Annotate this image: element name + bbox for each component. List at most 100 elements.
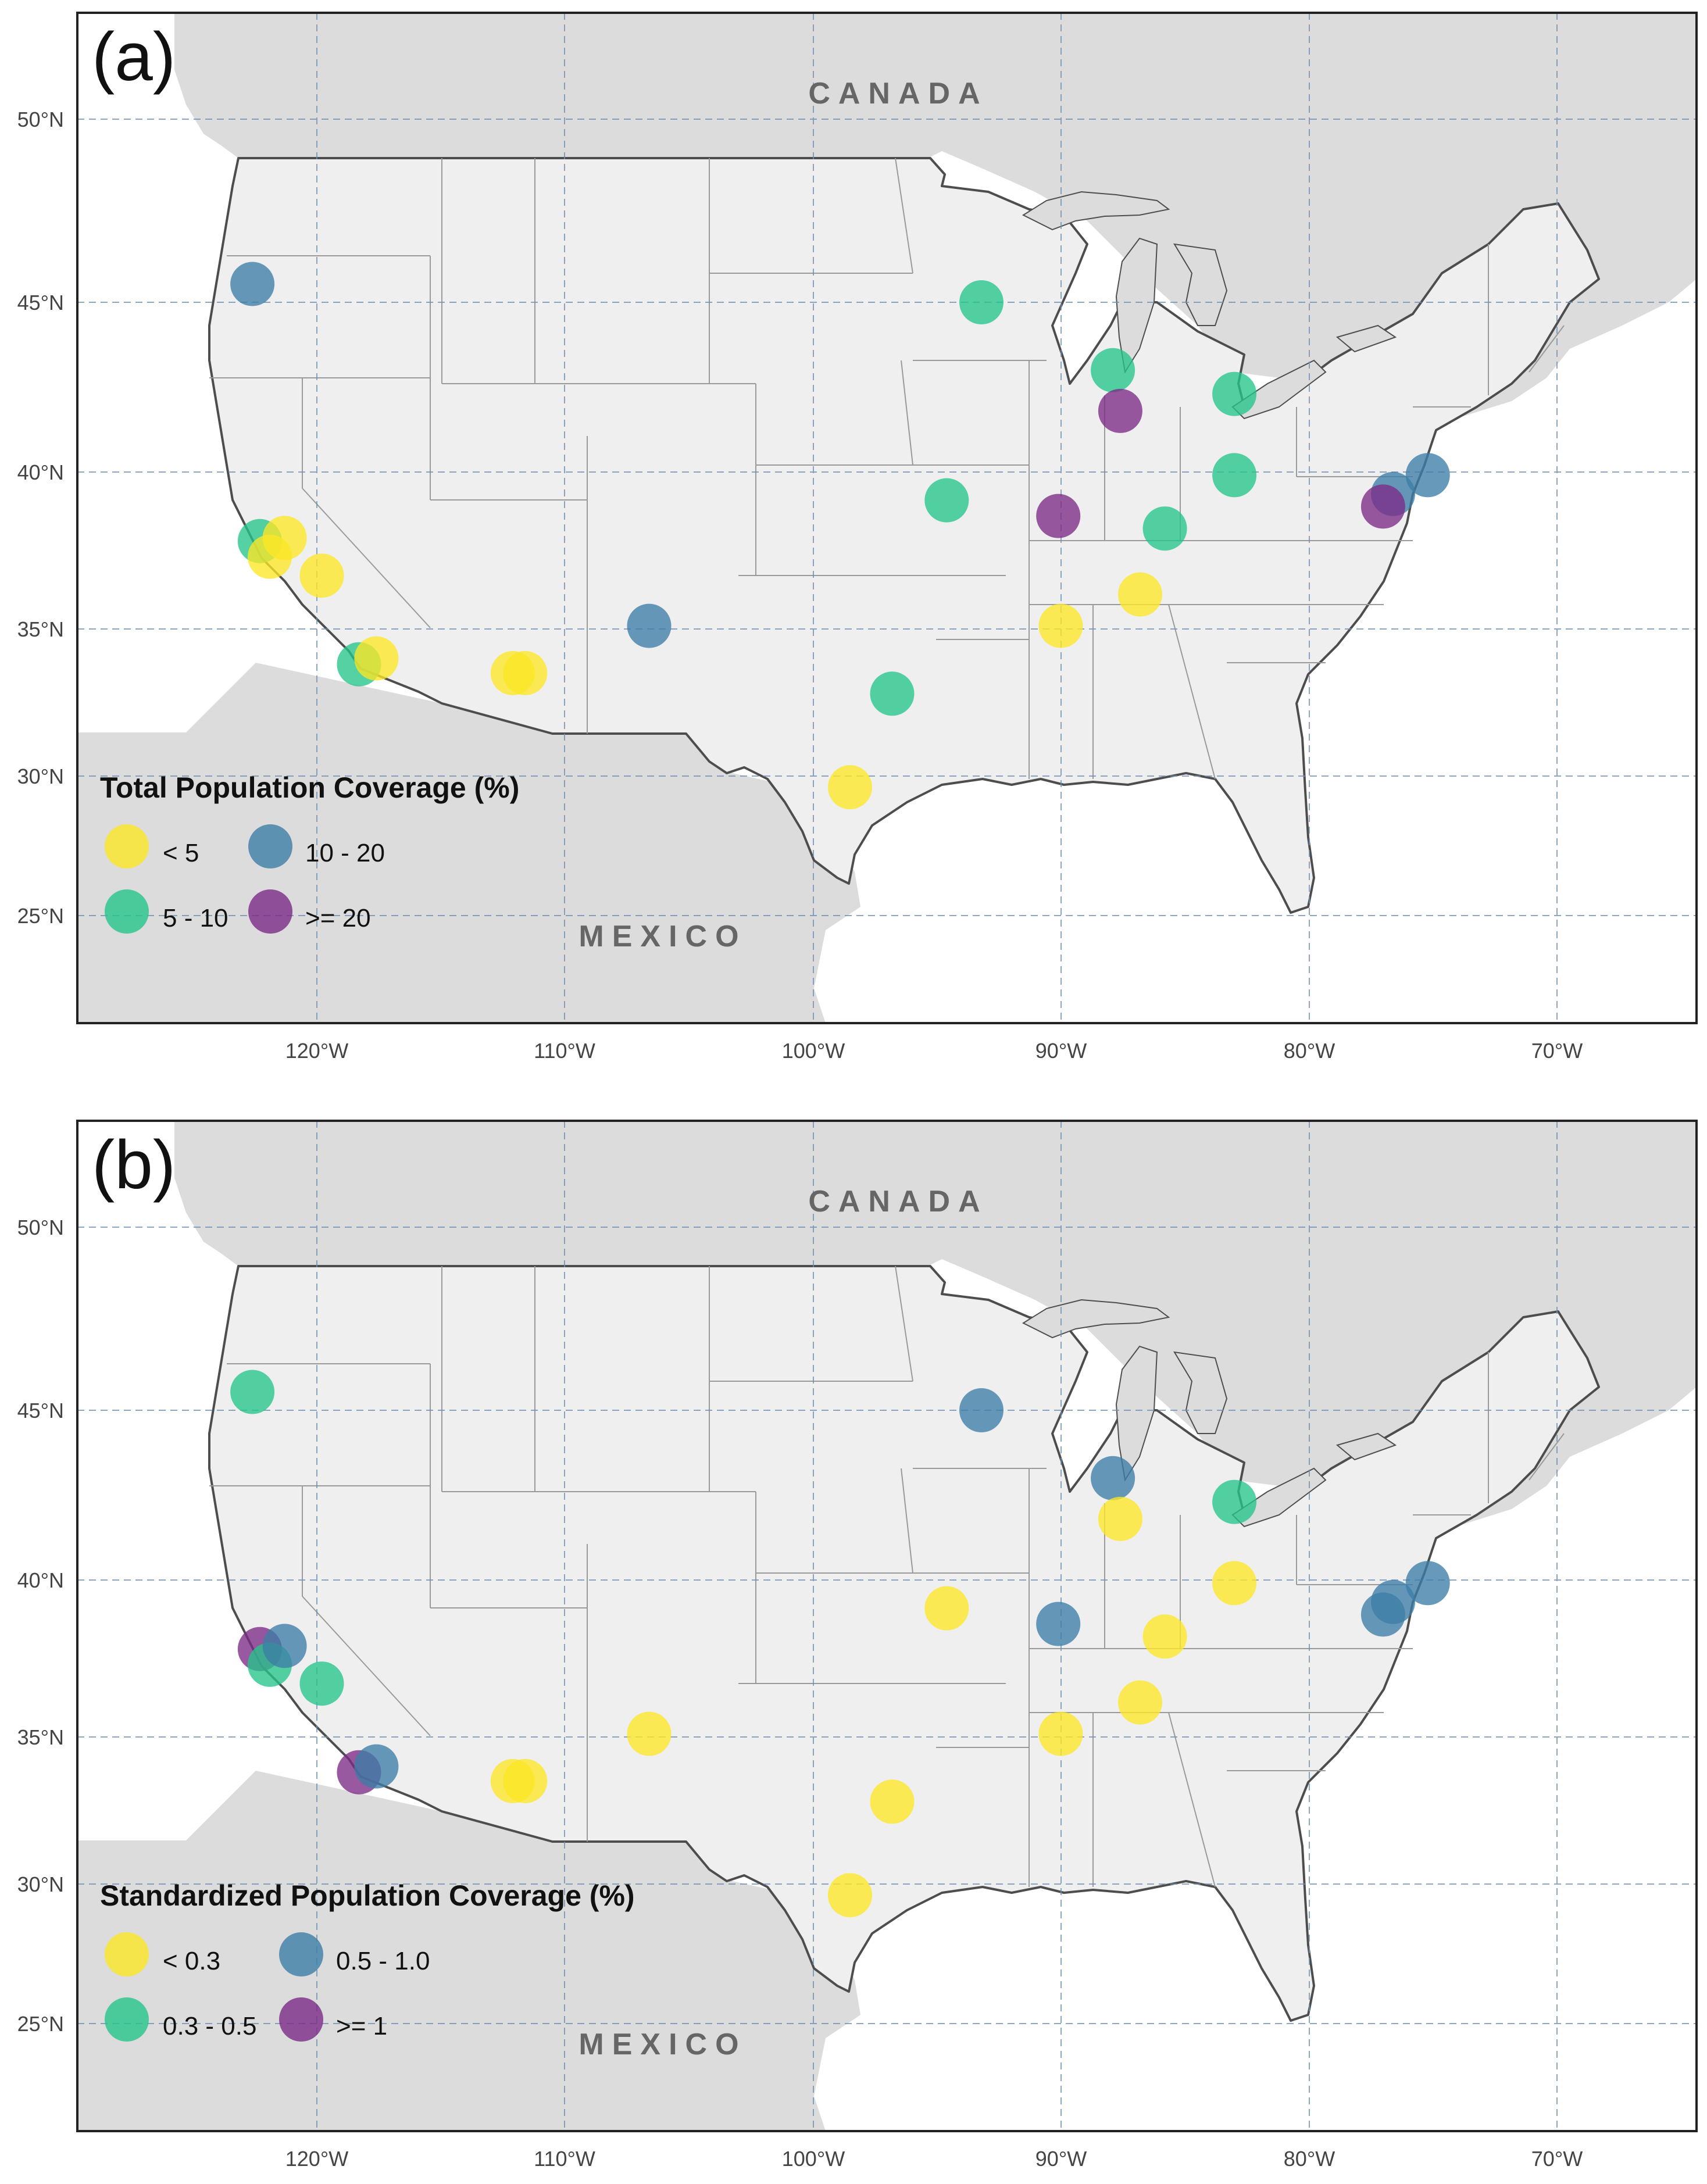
site-marker-yellow: [1038, 1711, 1083, 1756]
site-marker-yellow: [828, 765, 872, 810]
site-marker-blue: [627, 603, 672, 648]
site-marker-teal: [959, 280, 1004, 324]
map-frame: [76, 12, 1698, 1024]
site-marker-yellow: [299, 553, 344, 598]
map-a: CANADA MEXICO (a) 50°N 45°N 40°N 35°N 30…: [17, 12, 1698, 1063]
site-marker-yellow: [1038, 603, 1083, 648]
site-marker-teal: [1142, 506, 1187, 551]
site-marker-yellow: [503, 1758, 548, 1803]
legend-label: >= 1: [336, 2012, 387, 2040]
country-label-mexico: MEXICO: [578, 2028, 747, 2061]
legend-label: 0.5 - 1.0: [336, 1947, 430, 1975]
lat-tick-label: 35°N: [17, 1725, 64, 1749]
site-marker-blue: [1036, 1602, 1081, 1646]
site-markers: [230, 262, 1450, 810]
lon-tick-label: 70°W: [1531, 1039, 1583, 1063]
site-marker-blue: [1405, 1561, 1450, 1606]
lat-tick-label: 25°N: [17, 2012, 64, 2036]
lat-tick-label: 30°N: [17, 764, 64, 788]
site-marker-yellow: [1142, 1614, 1187, 1659]
site-marker-blue: [1371, 1579, 1415, 1624]
legend-swatch-blue: [248, 824, 292, 868]
country-label-canada: CANADA: [808, 77, 988, 110]
great-lakes: [1022, 191, 1397, 420]
site-marker-yellow: [1118, 572, 1162, 617]
legend-label: 10 - 20: [305, 839, 385, 867]
lon-axis: 120°W 110°W 100°W 90°W 80°W 70°W: [285, 2147, 1583, 2171]
lat-tick-label: 50°N: [17, 1216, 64, 1239]
great-lakes: [1022, 1299, 1397, 1528]
site-marker-yellow: [924, 1586, 969, 1631]
site-marker-yellow: [627, 1711, 672, 1756]
lat-tick-label: 45°N: [17, 291, 64, 314]
lon-tick-label: 100°W: [782, 2147, 845, 2171]
lat-tick-label: 35°N: [17, 617, 64, 641]
legend-label: < 0.3: [163, 1947, 220, 1975]
site-marker-blue: [262, 1624, 307, 1668]
canada-land: [174, 13, 1697, 430]
panel-a: CANADA MEXICO (a) 50°N 45°N 40°N 35°N 30…: [17, 12, 1698, 1063]
canada-land: [174, 1121, 1697, 1538]
legend-swatch-yellow: [105, 824, 149, 868]
legend-swatch-yellow: [105, 1932, 149, 1976]
site-marker-purple: [1098, 388, 1142, 433]
panel-label: (a): [92, 19, 176, 95]
site-marker-teal: [870, 671, 915, 716]
site-marker-purple: [1036, 494, 1081, 538]
lon-tick-label: 80°W: [1284, 2147, 1335, 2171]
site-marker-yellow: [1118, 1680, 1162, 1725]
lon-tick-label: 120°W: [285, 2147, 348, 2171]
site-marker-yellow: [1212, 1561, 1257, 1606]
legend: Standardized Population Coverage (%) < 0…: [100, 1879, 635, 2042]
legend-swatch-teal: [105, 1997, 149, 2042]
lon-tick-label: 80°W: [1284, 1039, 1335, 1063]
lat-axis: 50°N 45°N 40°N 35°N 30°N 25°N: [17, 108, 64, 928]
legend-label: 5 - 10: [163, 904, 228, 932]
lon-tick-label: 90°W: [1035, 1039, 1087, 1063]
site-marker-teal: [1212, 371, 1257, 416]
state-boundaries: [209, 1266, 1565, 1888]
legend-title: Standardized Population Coverage (%): [100, 1879, 635, 1912]
lon-axis: 120°W 110°W 100°W 90°W 80°W 70°W: [285, 1039, 1583, 1063]
panel-label: (b): [92, 1127, 176, 1203]
site-markers: [230, 1370, 1450, 1918]
country-label-mexico: MEXICO: [578, 920, 747, 953]
lon-tick-label: 100°W: [782, 1039, 845, 1063]
site-marker-yellow: [262, 516, 307, 560]
site-marker-teal: [1091, 348, 1135, 392]
site-marker-teal: [1212, 453, 1257, 498]
legend-swatch-blue: [279, 1932, 323, 1976]
lat-tick-label: 50°N: [17, 108, 64, 131]
legend-swatch-teal: [105, 889, 149, 934]
lon-tick-label: 110°W: [534, 2147, 595, 2171]
site-marker-yellow: [828, 1873, 872, 1918]
lat-tick-label: 40°N: [17, 460, 64, 484]
lat-tick-label: 45°N: [17, 1399, 64, 1422]
lat-tick-label: 25°N: [17, 904, 64, 928]
site-marker-purple: [1360, 484, 1405, 529]
map-b: CANADA MEXICO (b) 50°N 45°N 40°N 35°N 30…: [17, 1120, 1698, 2171]
country-label-canada: CANADA: [808, 1185, 988, 1218]
legend-label: >= 20: [305, 904, 371, 932]
lat-tick-label: 30°N: [17, 1872, 64, 1896]
site-marker-blue: [354, 1744, 399, 1789]
lat-axis: 50°N 45°N 40°N 35°N 30°N 25°N: [17, 1216, 64, 2036]
lon-tick-label: 70°W: [1531, 2147, 1583, 2171]
legend-swatch-purple: [279, 1997, 323, 2042]
legend-swatch-purple: [248, 889, 292, 934]
site-marker-yellow: [503, 650, 548, 695]
site-marker-teal: [299, 1661, 344, 1706]
site-marker-blue: [230, 262, 275, 306]
map-frame: [76, 1120, 1698, 2132]
site-marker-yellow: [354, 636, 399, 681]
site-marker-yellow: [1098, 1496, 1142, 1541]
site-marker-teal: [230, 1370, 275, 1414]
legend-label: 0.3 - 0.5: [163, 2012, 256, 2040]
graticule: [77, 1121, 1697, 2131]
legend-title: Total Population Coverage (%): [100, 771, 519, 804]
site-marker-teal: [1212, 1479, 1257, 1524]
site-marker-teal: [924, 478, 969, 523]
lat-tick-label: 40°N: [17, 1568, 64, 1592]
panel-b: CANADA MEXICO (b) 50°N 45°N 40°N 35°N 30…: [0, 1092, 1707, 2183]
site-marker-blue: [1091, 1456, 1135, 1500]
